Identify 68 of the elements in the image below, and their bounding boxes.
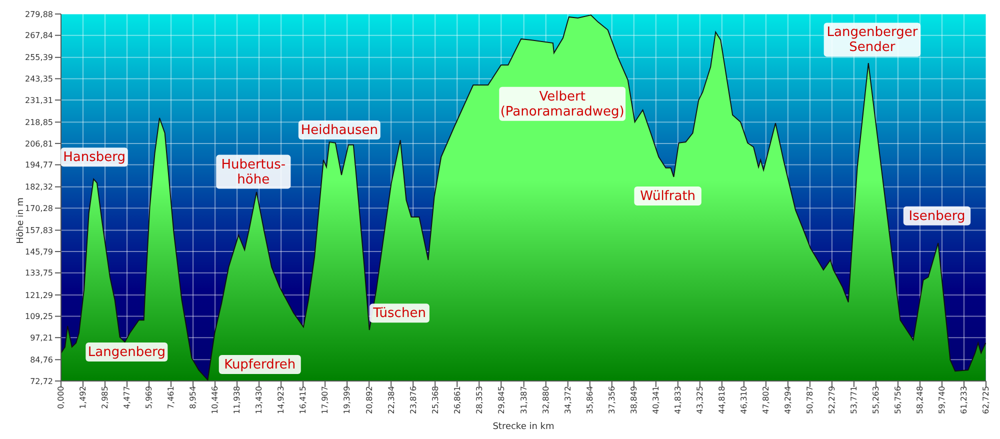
y-tick-label: 218,85 xyxy=(25,118,53,127)
annotation: Kupferdreh xyxy=(224,356,296,372)
x-tick-label: 2,985 xyxy=(100,386,110,409)
y-tick-label: 145,79 xyxy=(25,247,53,256)
y-tick-label: 109,25 xyxy=(25,312,53,322)
y-tick-label: 72,72 xyxy=(30,376,53,386)
x-tick-label: 14,923 xyxy=(276,386,286,414)
x-tick-label: 11,938 xyxy=(232,386,242,414)
x-tick-label: 56,756 xyxy=(894,386,903,414)
x-tick-label: 41,833 xyxy=(674,386,683,414)
x-tick-label: 50,787 xyxy=(806,386,815,414)
y-tick-label: 255,39 xyxy=(25,53,53,62)
x-tick-label: 32,880 xyxy=(542,386,551,414)
x-tick-label: 58,248 xyxy=(916,386,925,414)
x-tick-label: 7,461 xyxy=(166,386,176,409)
x-tick-label: 17,907 xyxy=(320,386,330,414)
x-tick-label: 43,325 xyxy=(696,386,705,414)
x-tick-label: 46,310 xyxy=(740,386,749,414)
x-tick-label: 22,384 xyxy=(386,386,396,414)
x-tick-label: 29,845 xyxy=(496,386,506,414)
x-tick-label: 19,399 xyxy=(342,386,352,414)
annotation: Tüschen xyxy=(372,306,426,321)
x-tick-label: 26,861 xyxy=(452,386,462,414)
x-tick-label: 49,294 xyxy=(784,386,793,414)
x-tick-label: 35,864 xyxy=(586,386,595,414)
x-tick-label: 0,000 xyxy=(56,386,66,409)
x-tick-label: 10,446 xyxy=(210,386,220,414)
x-tick-label: 31,387 xyxy=(520,386,529,414)
y-tick-label: 170,28 xyxy=(25,204,53,214)
y-tick-label: 157,83 xyxy=(25,226,53,236)
x-tick-label: 62,725 xyxy=(982,386,991,414)
annotation: Hubertus- höhe xyxy=(221,156,286,187)
x-tick-label: 55,263 xyxy=(872,386,881,414)
y-tick-label: 182,32 xyxy=(25,182,53,192)
x-tick-label: 13,430 xyxy=(254,386,264,414)
x-tick-label: 1,492 xyxy=(78,386,88,409)
x-axis-title: Strecke in km xyxy=(492,422,554,432)
x-tick-label: 25,368 xyxy=(430,386,440,414)
x-tick-label: 53,771 xyxy=(850,386,859,414)
x-tick-label: 40,341 xyxy=(652,386,661,414)
y-tick-label: 84,76 xyxy=(30,356,53,365)
x-tick-label: 47,802 xyxy=(762,386,771,414)
x-tick-label: 52,279 xyxy=(828,386,837,414)
x-tick-label: 38,849 xyxy=(630,386,639,414)
x-tick-label: 44,818 xyxy=(718,386,727,414)
y-tick-label: 121,29 xyxy=(25,290,53,300)
y-axis-title: Höhe in m xyxy=(16,198,26,244)
x-tick-label: 59,740 xyxy=(938,386,947,414)
annotation: Isenberg xyxy=(908,208,966,224)
x-tick-label: 8,954 xyxy=(188,386,198,409)
x-tick-label: 16,415 xyxy=(298,386,308,414)
y-tick-label: 231,31 xyxy=(25,96,53,105)
annotation: Wülfrath xyxy=(640,188,696,204)
y-tick-label: 194,77 xyxy=(25,160,53,170)
x-tick-label: 23,876 xyxy=(408,386,418,414)
x-tick-label: 20,892 xyxy=(364,386,374,414)
y-tick-label: 267,84 xyxy=(25,31,53,40)
x-tick-label: 34,372 xyxy=(564,386,573,414)
x-tick-label: 28,353 xyxy=(474,386,484,414)
x-tick-label: 61,233 xyxy=(960,386,969,414)
y-tick-label: 206,81 xyxy=(25,139,53,148)
x-tick-label: 37,356 xyxy=(608,386,617,414)
x-tick-label: 5,969 xyxy=(144,386,154,409)
y-tick-label: 279,88 xyxy=(25,10,53,19)
y-tick-label: 97,21 xyxy=(30,333,53,342)
y-tick-label: 243,35 xyxy=(25,74,53,84)
y-tick-label: 133,75 xyxy=(25,268,53,278)
x-tick-label: 4,477 xyxy=(122,386,132,409)
